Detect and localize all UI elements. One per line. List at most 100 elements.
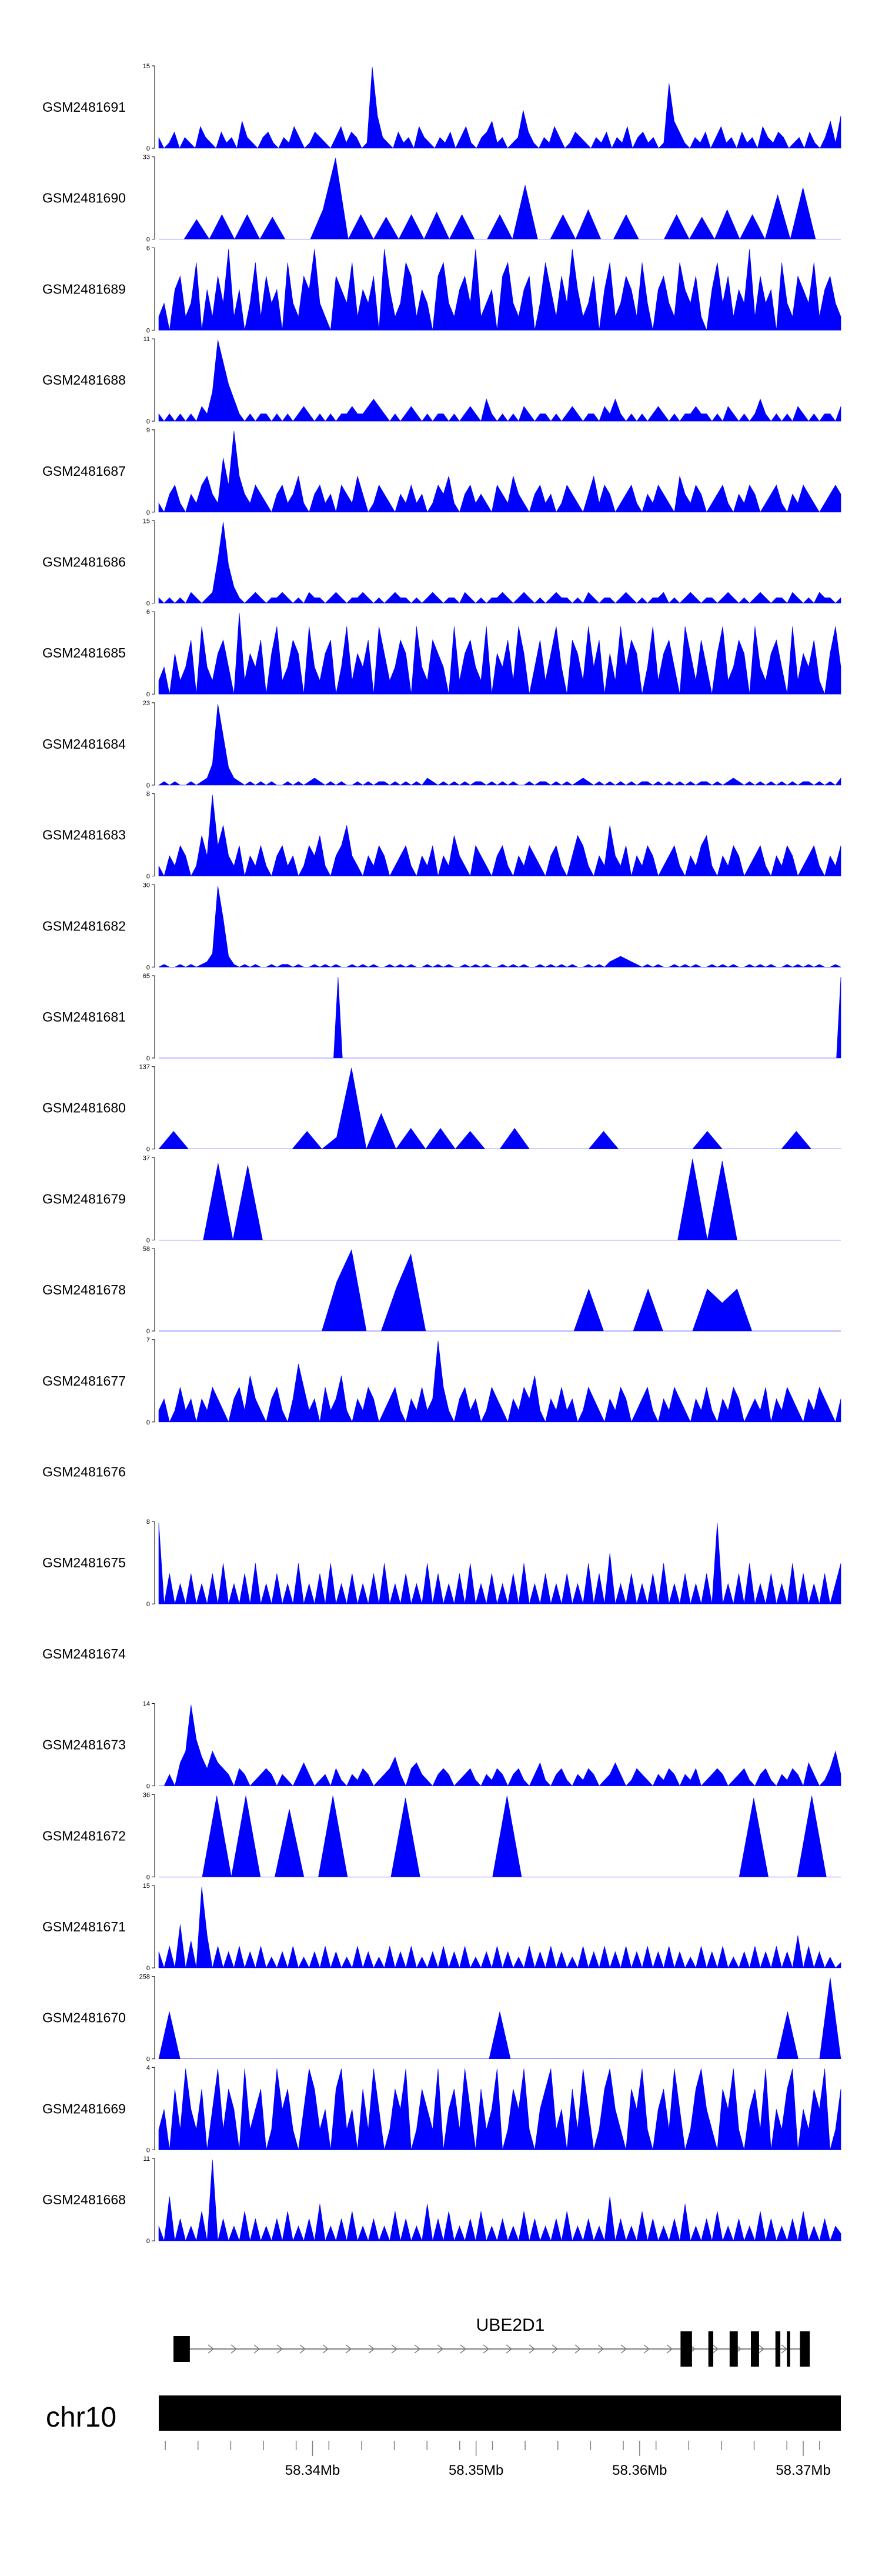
coverage-area [158,1977,841,2059]
y-axis-max-label: 258 [139,1974,150,1981]
gene-exon [751,2331,759,2367]
track-label: GSM2481679 [42,1191,126,1206]
track-GSM2481680: GSM2481680 137 0 [42,1064,841,1153]
track-GSM2481679: GSM2481679 37 0 [42,1154,841,1244]
strand-arrow-icon [552,2344,559,2354]
y-axis-zero-label: 0 [146,1783,150,1790]
strand-arrow-icon [597,2344,604,2354]
coverage-area [158,703,841,786]
coverage-area [158,2068,841,2150]
strand-arrow-icon [620,2344,627,2354]
chromosome-label: chr10 [46,2402,116,2433]
track-label: GSM2481681 [42,1009,126,1025]
coverage-area [158,522,841,604]
y-axis-max-label: 8 [146,1519,150,1526]
track-GSM2481688: GSM2481688 11 0 [42,336,841,425]
strand-arrow-icon [643,2344,650,2354]
gene-exon [775,2331,781,2367]
strand-arrow-icon [276,2344,283,2354]
coverage-area [158,795,841,877]
track-label: GSM2481676 [42,1464,126,1480]
track-GSM2481670: GSM2481670 258 0 [42,1974,841,2063]
chromosome-ideogram-bar [159,2395,841,2431]
gene-exon [787,2331,790,2367]
y-axis-max-label: 4 [146,2064,150,2071]
track-label: GSM2481687 [42,463,126,479]
strand-arrow-icon [758,2344,765,2354]
track-GSM2481686: GSM2481686 15 0 [42,518,841,608]
track-label: GSM2481678 [42,1282,126,1297]
coverage-area [158,1067,841,1150]
y-axis-zero-label: 0 [146,145,150,152]
y-axis-max-label: 15 [143,518,150,525]
y-axis-max-label: 23 [143,700,150,707]
track-GSM2481689: GSM2481689 6 0 [42,245,841,334]
track-GSM2481682: GSM2481682 30 0 [42,882,841,971]
track-label: GSM2481682 [42,918,126,933]
strand-arrow-icon [437,2344,444,2354]
track-GSM2481674: GSM2481674 [42,1646,126,1661]
y-axis-zero-label: 0 [146,2056,150,2063]
track-label: GSM2481691 [42,99,126,115]
track-GSM2481683: GSM2481683 8 0 [42,791,841,880]
y-axis-max-label: 14 [143,1701,150,1708]
strand-arrow-icon [345,2344,352,2354]
track-label: GSM2481680 [42,1100,126,1116]
track-label: GSM2481684 [42,736,126,752]
y-axis-max-label: 11 [143,2155,150,2163]
gene-exon [729,2331,738,2367]
y-axis-max-label: 33 [143,154,150,161]
y-axis-max-label: 30 [143,882,150,889]
strand-arrow-icon [506,2344,513,2354]
y-axis-zero-label: 0 [146,236,150,243]
gene-name-label: UBE2D1 [476,2315,545,2335]
track-GSM2481675: GSM2481675 8 0 [42,1519,841,1608]
strand-arrow-icon [574,2344,582,2354]
y-axis-zero-label: 0 [146,1146,150,1153]
track-label: GSM2481674 [42,1646,126,1661]
y-axis-zero-label: 0 [146,1237,150,1244]
coverage-area [159,1704,841,1787]
track-GSM2481672: GSM2481672 36 0 [42,1791,841,1881]
y-axis-max-label: 58 [143,1246,150,1253]
coverage-area [159,976,841,1059]
coverage-area [158,1523,841,1604]
y-axis-max-label: 65 [143,973,150,980]
y-axis-max-label: 7 [146,1337,150,1344]
coverage-area [158,886,841,967]
strand-arrow-icon [322,2344,329,2354]
y-axis-max-label: 37 [143,1154,150,1162]
track-GSM2481685: GSM2481685 6 0 [42,609,841,698]
y-axis-zero-label: 0 [146,1328,150,1335]
track-label: GSM2481690 [42,191,126,206]
track-GSM2481684: GSM2481684 23 0 [42,700,841,789]
coverage-area [158,431,841,513]
strand-arrow-icon [460,2344,467,2354]
track-label: GSM2481677 [42,1373,126,1389]
track-label: GSM2481686 [42,555,126,570]
track-GSM2481677: GSM2481677 7 0 [42,1337,841,1426]
strand-arrow-icon [230,2344,238,2354]
strand-arrow-icon [391,2344,398,2354]
y-axis-zero-label: 0 [146,1419,150,1426]
axis-tick-label: 58.36Mb [612,2462,667,2478]
y-axis-zero-label: 0 [146,2147,150,2154]
gene-exon [173,2336,190,2362]
strand-arrow-icon [483,2344,490,2354]
y-axis-max-label: 15 [143,1883,150,1890]
track-label: GSM2481672 [42,1828,126,1843]
coverage-area [159,1159,841,1240]
strand-arrow-icon [666,2344,673,2354]
track-GSM2481681: GSM2481681 65 0 [42,973,841,1062]
track-GSM2481687: GSM2481687 9 0 [42,427,841,516]
y-axis-max-label: 9 [146,427,150,434]
y-axis-zero-label: 0 [146,873,150,880]
coverage-area [158,1886,841,1969]
gene-exon [708,2331,714,2367]
coverage-area [159,158,841,240]
track-label: GSM2481688 [42,372,126,388]
y-axis-zero-label: 0 [146,600,150,608]
axis-tick-label: 58.35Mb [449,2462,503,2478]
y-axis-max-label: 137 [139,1064,150,1071]
